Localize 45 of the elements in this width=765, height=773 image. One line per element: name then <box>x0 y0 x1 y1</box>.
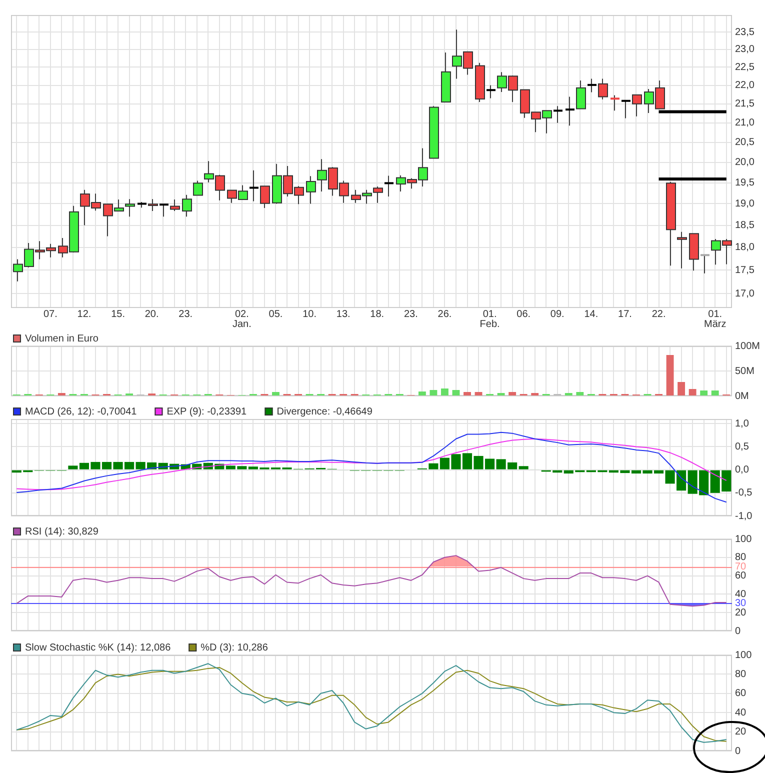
y-tick-label: 60 <box>735 688 747 700</box>
bar <box>441 388 448 396</box>
bar <box>700 390 708 396</box>
bar <box>68 466 78 470</box>
y-tick-label: 40 <box>735 707 747 718</box>
y-tick-label: 80 <box>735 552 747 564</box>
bar <box>418 392 426 396</box>
y-tick-label: -0,5 <box>735 488 753 499</box>
y-tick-label: 0,5 <box>735 441 750 452</box>
y-tick-label: 100 <box>735 534 752 545</box>
y-tick-label: 0M <box>735 390 749 402</box>
bar <box>678 382 686 396</box>
y-tick-label: 0,0 <box>735 464 750 476</box>
bar <box>474 392 482 396</box>
y-tick-label: -1,0 <box>735 510 753 522</box>
ref-line-label: 70 <box>735 561 747 572</box>
legend-label: Slow Stochastic %K (14): 12,086 <box>25 642 172 654</box>
legend-label: Volumen in Euro <box>25 333 99 344</box>
y-tick-label: 0 <box>735 746 741 757</box>
bar <box>576 392 584 396</box>
bar <box>430 390 438 396</box>
y-tick-label: 0 <box>735 626 741 637</box>
bar <box>518 466 528 470</box>
y-tick-label: 40 <box>735 588 747 600</box>
bar <box>688 389 696 396</box>
bar <box>711 390 719 396</box>
legend-label: EXP (9): -0,23391 <box>166 406 248 418</box>
bar <box>452 390 460 396</box>
legend-label: Divergence: -0,46649 <box>276 406 373 418</box>
legend-label: MACD (26, 12): -0,70041 <box>25 406 138 418</box>
y-tick-label: 80 <box>735 668 747 680</box>
bar <box>464 392 471 396</box>
y-tick-label: 60 <box>735 570 747 582</box>
y-tick-label: 100M <box>735 340 760 352</box>
bar <box>272 392 280 396</box>
bar <box>666 355 674 396</box>
y-tick-label: 20 <box>735 607 747 618</box>
y-tick-label: 50M <box>735 366 754 377</box>
legend-label: RSI (14): 30,829 <box>25 526 99 538</box>
y-tick-label: 20 <box>735 726 747 738</box>
legend-label: %D (3): 10,286 <box>200 642 268 654</box>
y-tick-label: 100 <box>735 650 752 661</box>
ref-line-label: 30 <box>735 598 747 610</box>
y-tick-label: 1,0 <box>735 418 750 430</box>
bar <box>508 392 516 396</box>
